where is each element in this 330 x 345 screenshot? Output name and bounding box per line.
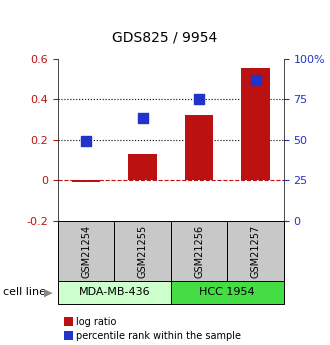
Point: [253, 77, 258, 82]
Bar: [242, 68, 270, 180]
Bar: [58, 221, 114, 281]
Bar: [171, 281, 284, 304]
Text: percentile rank within the sample: percentile rank within the sample: [76, 331, 241, 341]
Text: cell line: cell line: [3, 287, 46, 297]
Bar: [185, 116, 213, 180]
Text: log ratio: log ratio: [76, 317, 116, 327]
Text: ▶: ▶: [44, 287, 52, 297]
Point: [196, 96, 202, 102]
Bar: [114, 221, 171, 281]
Text: HCC 1954: HCC 1954: [199, 287, 255, 297]
Text: GSM21255: GSM21255: [138, 224, 148, 278]
Bar: [72, 180, 100, 182]
Point: [83, 139, 89, 144]
Text: GSM21257: GSM21257: [250, 224, 261, 278]
Bar: [128, 154, 157, 180]
Bar: [58, 281, 171, 304]
Text: GSM21256: GSM21256: [194, 225, 204, 277]
Text: GSM21254: GSM21254: [81, 225, 91, 277]
Point: [140, 115, 145, 121]
Bar: [227, 221, 284, 281]
Text: MDA-MB-436: MDA-MB-436: [79, 287, 150, 297]
Bar: [171, 221, 227, 281]
Text: GDS825 / 9954: GDS825 / 9954: [113, 31, 217, 45]
